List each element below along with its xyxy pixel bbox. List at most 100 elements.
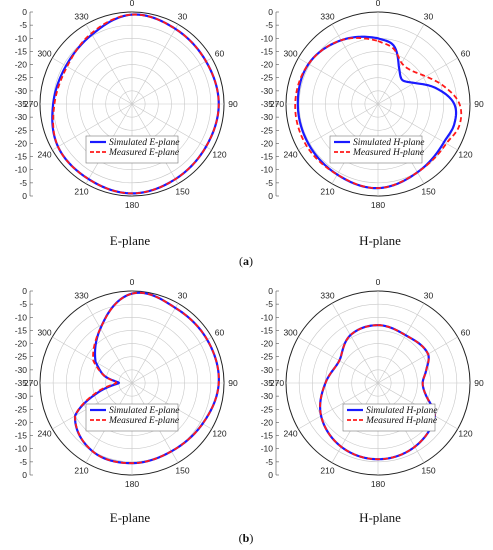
radial-tick-label: -25 [261, 125, 274, 135]
radial-tick-label: -15 [261, 46, 274, 56]
chart-1-caption: E-plane [110, 233, 151, 248]
grid-spoke [131, 303, 179, 384]
grid-spoke [131, 103, 212, 151]
radial-tick-label: -25 [15, 404, 28, 414]
panel-label-a: (a) [239, 254, 253, 268]
polar-chart-3: 03060901201501802102402703003300-5-10-15… [15, 277, 238, 489]
angle-tick-label: 60 [215, 49, 225, 59]
angle-tick-label: 0 [376, 0, 381, 8]
radial-tick-label: -30 [261, 365, 274, 375]
radial-tick-label: 0 [268, 470, 273, 480]
radial-tick-label: 0 [22, 286, 27, 296]
series-measured-line [319, 324, 436, 461]
angle-tick-label: 240 [37, 150, 51, 160]
radial-tick-label: -20 [261, 138, 274, 148]
panel-label-b: (b) [239, 531, 254, 545]
angle-tick-label: 300 [37, 328, 51, 338]
angle-tick-label: 330 [74, 291, 88, 301]
angle-tick-label: 120 [458, 150, 472, 160]
angle-tick-label: 150 [421, 186, 435, 196]
legend-box [85, 135, 179, 164]
radial-tick-label: -5 [19, 299, 27, 309]
radial-tick-label: -5 [19, 178, 27, 188]
radial-tick-label: -10 [261, 165, 274, 175]
angle-tick-label: 120 [212, 150, 226, 160]
angle-tick-label: 90 [228, 378, 238, 388]
radial-tick-label: -5 [265, 178, 273, 188]
grid-spoke [377, 336, 458, 384]
radial-tick-label: -20 [261, 60, 274, 70]
radial-tick-label: -20 [15, 339, 28, 349]
radial-tick-label: -30 [15, 86, 28, 96]
legend-entry: Measured E-plane [108, 148, 179, 158]
legend-entry: Measured E-plane [108, 416, 179, 426]
radial-tick-label: -20 [15, 60, 28, 70]
angle-tick-label: 0 [130, 0, 135, 8]
radial-tick-label: -20 [261, 339, 274, 349]
grid-spoke [52, 336, 133, 384]
legend-entry: Simulated E-plane [109, 406, 179, 416]
chart-2-caption: H-plane [359, 233, 401, 248]
radial-tick-label: -35 [15, 378, 28, 388]
radial-tick-label: -15 [261, 325, 274, 335]
series-simulated-line [319, 324, 437, 461]
angle-tick-label: 90 [474, 378, 484, 388]
grid-spoke [377, 303, 425, 384]
legend-entry: Simulated H-plane [353, 138, 425, 148]
radial-tick-label: 0 [268, 286, 273, 296]
grid-spoke [298, 103, 379, 151]
angle-tick-label: 30 [178, 291, 188, 301]
grid-spoke [331, 24, 379, 105]
radial-tick-label: -10 [261, 33, 274, 43]
radial-tick-label: -25 [261, 404, 274, 414]
angle-tick-label: 300 [37, 49, 51, 59]
radial-tick-label: -25 [261, 352, 274, 362]
angle-tick-label: 330 [320, 12, 334, 22]
radial-tick-label: 0 [268, 191, 273, 201]
angle-tick-label: 0 [130, 277, 135, 287]
angle-tick-label: 180 [371, 479, 385, 489]
radial-tick-label: -10 [15, 165, 28, 175]
grid-spoke [85, 24, 133, 105]
radial-tick-label: -15 [15, 152, 28, 162]
radial-tick-label: -5 [19, 457, 27, 467]
radial-tick-label: -25 [15, 73, 28, 83]
angle-tick-label: 30 [424, 291, 434, 301]
angle-tick-label: 150 [421, 465, 435, 475]
angle-tick-label: 210 [74, 186, 88, 196]
angle-tick-label: 60 [215, 328, 225, 338]
radial-tick-label: 0 [22, 470, 27, 480]
grid-spoke [131, 57, 212, 105]
angle-tick-label: 240 [37, 429, 51, 439]
grid-spoke [52, 57, 133, 105]
radial-tick-label: 0 [22, 191, 27, 201]
grid-spoke [298, 57, 379, 105]
radial-tick-label: -30 [15, 112, 28, 122]
angle-tick-label: 330 [74, 12, 88, 22]
angle-tick-label: 150 [175, 465, 189, 475]
grid-spoke [52, 103, 133, 151]
polar-chart-1: 03060901201501802102402703003300-5-10-15… [15, 0, 238, 210]
radial-tick-label: -35 [261, 378, 274, 388]
radial-tick-label: -20 [261, 417, 274, 427]
angle-tick-label: 180 [125, 479, 139, 489]
chart-3-caption: E-plane [110, 510, 151, 525]
radial-tick-label: -10 [261, 444, 274, 454]
angle-tick-label: 330 [320, 291, 334, 301]
angle-tick-label: 30 [424, 12, 434, 22]
angle-tick-label: 210 [320, 465, 334, 475]
polar-chart-4: 03060901201501802102402703003300-5-10-15… [261, 277, 484, 489]
series-measured-line [52, 13, 220, 195]
angle-tick-label: 300 [283, 328, 297, 338]
radial-tick-label: -5 [265, 299, 273, 309]
radial-tick-label: -15 [15, 431, 28, 441]
radial-tick-label: -35 [261, 99, 274, 109]
angle-tick-label: 210 [74, 465, 88, 475]
grid-spoke [331, 303, 379, 384]
series-simulated-line [296, 35, 458, 190]
polar-plots: 03060901201501802102402703003300-5-10-15… [15, 0, 484, 489]
polar-chart-2: 03060901201501802102402703003300-5-10-15… [261, 0, 484, 210]
grid-spoke [85, 303, 133, 384]
grid-spoke [298, 336, 379, 384]
